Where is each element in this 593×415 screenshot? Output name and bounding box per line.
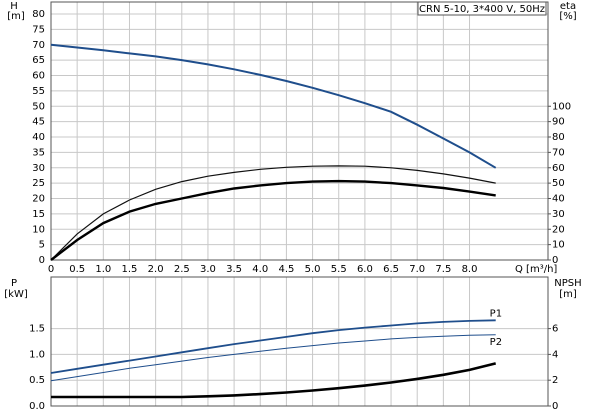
y-tick-label: 60 bbox=[32, 71, 45, 82]
y2-tick-label: 60 bbox=[552, 163, 565, 174]
y-axis-unit: [kW] bbox=[4, 289, 28, 300]
x-tick-label: 3.0 bbox=[200, 264, 216, 275]
y2-axis-unit: [m] bbox=[559, 289, 577, 300]
y-tick-label: 25 bbox=[32, 178, 45, 189]
curve bbox=[50, 43, 497, 169]
y2-tick-label: 90 bbox=[552, 117, 565, 128]
x-tick-label: 8.0 bbox=[462, 264, 478, 275]
x-tick-label: 2.5 bbox=[174, 264, 190, 275]
x-tick-label: 4.5 bbox=[278, 264, 294, 275]
x-tick-label: 6.0 bbox=[357, 264, 373, 275]
y-axis-label: P bbox=[11, 278, 17, 289]
y2-tick-label: 20 bbox=[552, 224, 565, 235]
curve bbox=[50, 179, 496, 261]
y2-tick-label: 100 bbox=[552, 101, 571, 112]
y-tick-label: 30 bbox=[32, 163, 45, 174]
y-tick-label: 35 bbox=[32, 147, 45, 158]
y-tick-label: 55 bbox=[32, 86, 45, 97]
y2-tick-label: 50 bbox=[552, 178, 565, 189]
y2-tick-label: 0 bbox=[552, 255, 558, 266]
y-tick-label: 1.0 bbox=[29, 349, 45, 360]
y2-tick-label: 2 bbox=[552, 375, 558, 386]
curve bbox=[50, 165, 496, 261]
x-tick-label: 2.0 bbox=[148, 264, 164, 275]
x-tick-label: 0 bbox=[48, 264, 54, 275]
x-tick-label: 7.5 bbox=[435, 264, 451, 275]
y-tick-label: 70 bbox=[32, 40, 45, 51]
y-tick-label: 0.5 bbox=[29, 375, 45, 386]
series-label: P2 bbox=[490, 337, 502, 348]
y2-axis-label: NPSH bbox=[554, 278, 581, 289]
y-tick-label: 20 bbox=[32, 194, 45, 205]
x-tick-label: 5.5 bbox=[331, 264, 347, 275]
y-tick-label: 10 bbox=[32, 224, 45, 235]
x-tick-label: 1.5 bbox=[122, 264, 138, 275]
y-tick-label: 50 bbox=[32, 101, 45, 112]
y-tick-label: 5 bbox=[39, 240, 45, 251]
y2-tick-label: 0 bbox=[552, 401, 558, 412]
y-axis-unit: [m] bbox=[7, 11, 25, 22]
y2-tick-label: 4 bbox=[552, 349, 558, 360]
y2-axis-label: eta bbox=[560, 1, 576, 12]
y-tick-label: 15 bbox=[32, 209, 45, 220]
y-tick-label: 80 bbox=[32, 9, 45, 20]
chart-title: CRN 5-10, 3*400 V, 50Hz bbox=[419, 4, 545, 15]
y-tick-label: 0.0 bbox=[29, 401, 45, 412]
plot-frame bbox=[50, 276, 549, 407]
y2-tick-label: 80 bbox=[552, 132, 565, 143]
y-tick-label: 1.5 bbox=[29, 324, 45, 335]
x-tick-label: 5.0 bbox=[305, 264, 321, 275]
y-tick-label: 65 bbox=[32, 55, 45, 66]
title-box bbox=[417, 1, 547, 16]
x-tick-label: 1.0 bbox=[95, 264, 111, 275]
y2-tick-label: 10 bbox=[552, 240, 565, 251]
series-label: P1 bbox=[490, 308, 502, 319]
y-tick-label: 40 bbox=[32, 132, 45, 143]
x-tick-label: 7.0 bbox=[409, 264, 425, 275]
y-axis-label: H bbox=[10, 1, 18, 12]
y2-tick-label: 70 bbox=[552, 147, 565, 158]
x-axis-label: Q [m³/h] bbox=[515, 264, 557, 275]
y2-tick-label: 40 bbox=[552, 194, 565, 205]
x-tick-label: 4.0 bbox=[252, 264, 268, 275]
curve bbox=[51, 362, 497, 399]
y2-tick-label: 6 bbox=[552, 324, 558, 335]
curve bbox=[50, 334, 496, 382]
y2-tick-label: 30 bbox=[552, 209, 565, 220]
x-tick-label: 0.5 bbox=[69, 264, 85, 275]
y-tick-label: 75 bbox=[32, 24, 45, 35]
x-tick-label: 3.5 bbox=[226, 264, 242, 275]
y-tick-label: 0 bbox=[39, 255, 45, 266]
y-tick-label: 45 bbox=[32, 117, 45, 128]
curve bbox=[50, 319, 496, 374]
y2-axis-unit: [%] bbox=[559, 11, 576, 22]
plot-frame bbox=[50, 1, 549, 261]
x-tick-label: 6.5 bbox=[383, 264, 399, 275]
